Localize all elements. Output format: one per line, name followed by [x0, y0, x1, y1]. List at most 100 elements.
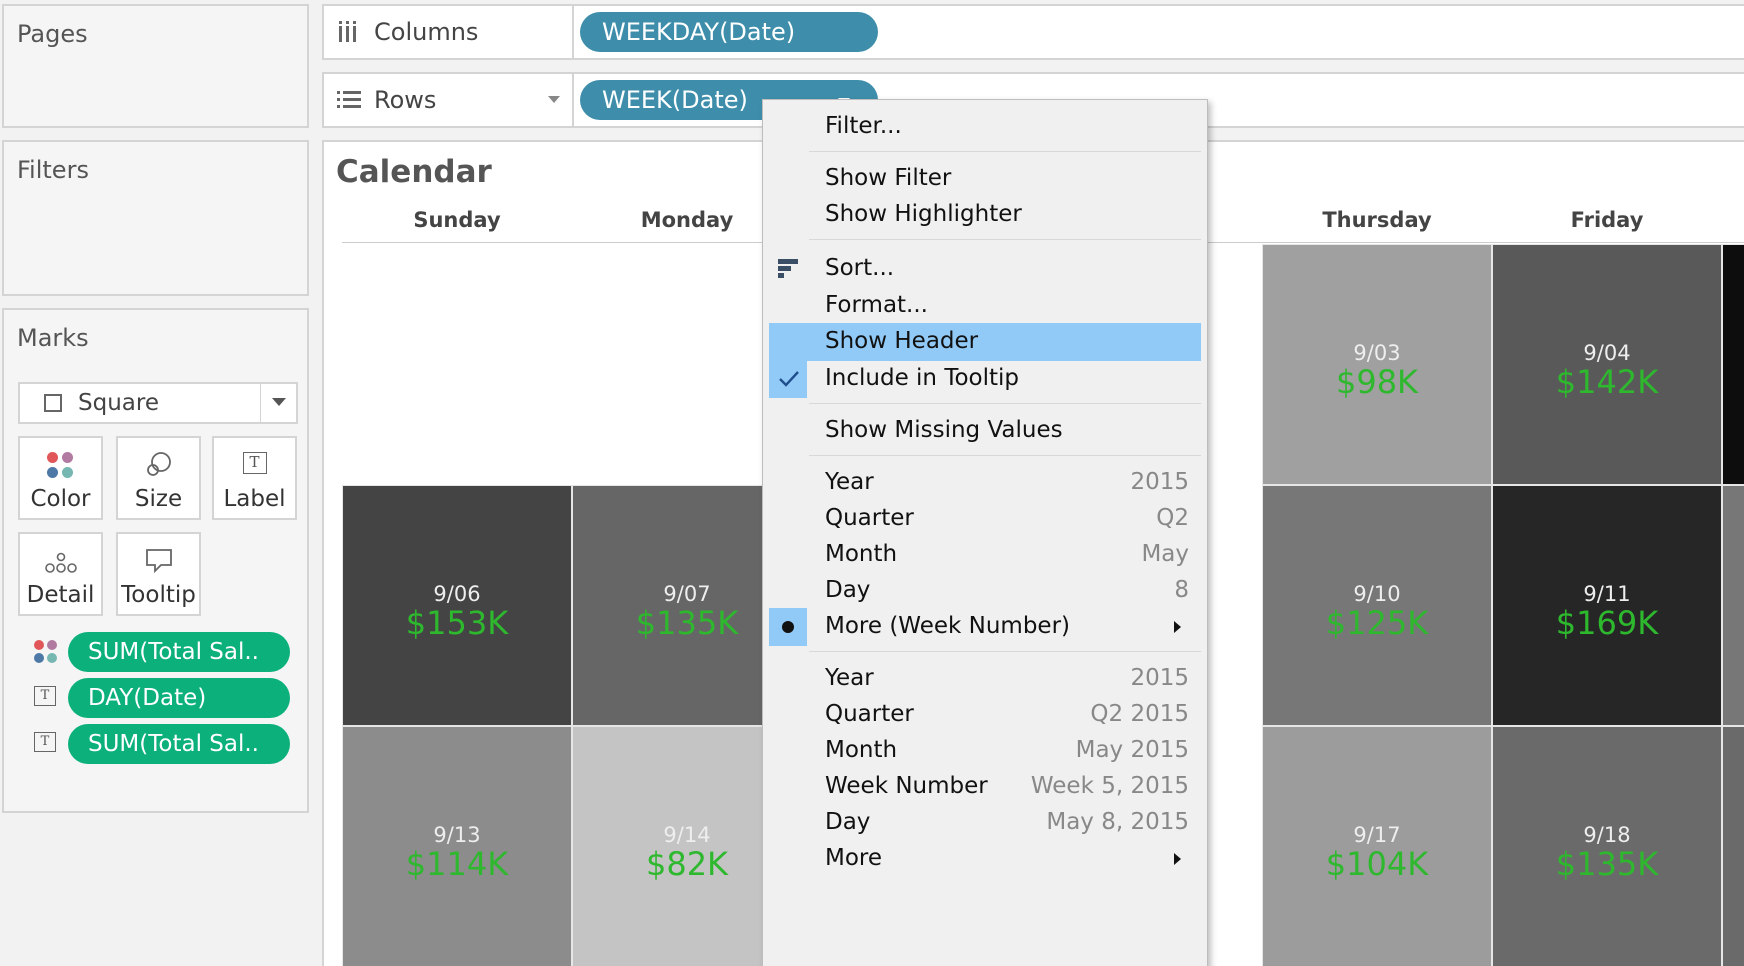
day-header[interactable]: Friday	[1570, 208, 1644, 232]
size-button[interactable]: Size	[116, 436, 201, 520]
rows-icon	[337, 91, 361, 108]
menu-item-example: May 2015	[1075, 737, 1189, 763]
tooltip-button-label: Tooltip	[121, 582, 196, 608]
menu-item-show-filter[interactable]: Show Filter	[769, 160, 1201, 198]
calendar-cell[interactable]	[1722, 244, 1744, 485]
marks-title: Marks	[17, 324, 89, 352]
square-icon	[44, 394, 62, 412]
view-title: Calendar	[336, 154, 492, 190]
columns-shelf[interactable]: Columns WEEKDAY(Date)	[322, 4, 1744, 60]
text-label-icon: T	[34, 732, 56, 752]
menu-item-month-part[interactable]: Month May	[769, 536, 1201, 574]
menu-item-more[interactable]: More	[769, 840, 1201, 878]
day-header[interactable]: Thursday	[1322, 208, 1432, 232]
cell-date: 9/06	[433, 582, 481, 606]
menu-item-month-value[interactable]: Month May 2015	[769, 732, 1201, 770]
menu-separator	[809, 455, 1201, 456]
submenu-arrow-icon	[1174, 853, 1181, 865]
menu-gutter	[769, 360, 807, 398]
marks-pill-color[interactable]: SUM(Total Sal..	[68, 632, 290, 672]
menu-item-quarter-part[interactable]: Quarter Q2	[769, 500, 1201, 538]
rows-pill-label: WEEK(Date)	[602, 86, 748, 114]
marks-pill-label[interactable]: SUM(Total Sal..	[68, 724, 290, 764]
menu-item-label: Year	[825, 469, 874, 495]
calendar-cell[interactable]	[1722, 485, 1744, 726]
marks-pill-row: T DAY(Date)	[26, 678, 296, 718]
submenu-arrow-icon	[1174, 621, 1181, 633]
menu-separator	[809, 151, 1201, 152]
calendar-cell[interactable]: 9/04 $142K	[1492, 244, 1722, 485]
menu-item-day-value[interactable]: Day May 8, 2015	[769, 804, 1201, 842]
cell-value: $169K	[1555, 604, 1659, 642]
calendar-cell[interactable]: 9/10 $125K	[1262, 485, 1492, 726]
calendar-cell[interactable]: 9/03 $98K	[1262, 244, 1492, 485]
detail-icon	[44, 552, 77, 573]
menu-item-more-week-number[interactable]: More (Week Number)	[769, 608, 1201, 646]
mark-type-label: Square	[78, 390, 159, 416]
columns-shelf-label: Columns	[324, 6, 574, 58]
calendar-view: Calendar Sunday Monday Thursday Friday 9…	[322, 140, 1744, 966]
menu-item-show-header[interactable]: Show Header	[769, 323, 1201, 361]
menu-item-year-value[interactable]: Year 2015	[769, 660, 1201, 698]
menu-item-format[interactable]: Format...	[769, 287, 1201, 325]
color-dots-icon	[34, 640, 62, 668]
label-button[interactable]: T Label	[212, 436, 297, 520]
menu-item-sort[interactable]: Sort...	[769, 250, 1201, 288]
menu-item-filter[interactable]: Filter...	[769, 108, 1201, 146]
cell-date: 9/10	[1353, 582, 1401, 606]
menu-item-include-in-tooltip[interactable]: Include in Tooltip	[769, 360, 1201, 398]
chevron-down-icon[interactable]	[260, 384, 296, 422]
calendar-cell[interactable]	[1722, 726, 1744, 966]
menu-item-show-highlighter[interactable]: Show Highlighter	[769, 196, 1201, 234]
menu-item-year-part[interactable]: Year 2015	[769, 464, 1201, 502]
mark-type-dropdown[interactable]: Square	[18, 382, 298, 424]
pages-title: Pages	[17, 20, 88, 48]
menu-item-label: Month	[825, 541, 898, 567]
calendar-cell[interactable]: 9/13 $114K	[342, 726, 572, 966]
cell-value: $82K	[645, 845, 729, 883]
calendar-cell[interactable]: 9/18 $135K	[1492, 726, 1722, 966]
menu-item-quarter-value[interactable]: Quarter Q2 2015	[769, 696, 1201, 734]
color-button[interactable]: Color	[18, 436, 103, 520]
calendar-cell[interactable]: 9/17 $104K	[1262, 726, 1492, 966]
detail-button[interactable]: Detail	[18, 532, 103, 616]
cell-date: 9/07	[663, 582, 711, 606]
menu-item-label: Show Filter	[825, 165, 952, 191]
menu-item-label: Day	[825, 577, 871, 603]
tooltip-button[interactable]: Tooltip	[116, 532, 201, 616]
chevron-down-icon[interactable]	[548, 96, 560, 103]
day-header[interactable]: Sunday	[413, 208, 501, 232]
bullet-icon	[782, 621, 794, 633]
marks-pill-label[interactable]: DAY(Date)	[68, 678, 290, 718]
menu-item-label: Sort...	[825, 255, 895, 281]
menu-item-example: 2015	[1130, 469, 1189, 495]
text-label-icon: T	[34, 686, 56, 706]
menu-item-show-missing-values[interactable]: Show Missing Values	[769, 412, 1201, 450]
menu-item-label: Format...	[825, 292, 928, 318]
menu-item-example: 2015	[1130, 665, 1189, 691]
menu-item-label: Show Missing Values	[825, 417, 1063, 443]
filters-card[interactable]: Filters	[2, 140, 309, 296]
tooltip-icon	[145, 549, 172, 574]
menu-item-example: Q2 2015	[1090, 701, 1189, 727]
marks-pill-row: SUM(Total Sal..	[26, 632, 296, 672]
columns-pill[interactable]: WEEKDAY(Date)	[580, 12, 878, 52]
cell-date: 9/03	[1353, 341, 1401, 365]
calendar-cell[interactable]: 9/11 $169K	[1492, 485, 1722, 726]
menu-item-week-number-value[interactable]: Week Number Week 5, 2015	[769, 768, 1201, 806]
calendar-cell[interactable]: 9/06 $153K	[342, 485, 572, 726]
day-header[interactable]: Monday	[640, 208, 734, 232]
filters-title: Filters	[17, 156, 89, 184]
menu-item-day-part[interactable]: Day 8	[769, 572, 1201, 610]
menu-gutter	[769, 608, 807, 646]
size-icon	[146, 452, 171, 476]
menu-item-label: Show Header	[825, 328, 979, 354]
menu-item-label: Month	[825, 737, 898, 763]
pages-card[interactable]: Pages	[2, 4, 309, 128]
columns-label: Columns	[374, 18, 479, 46]
menu-item-label: Include in Tooltip	[825, 365, 1019, 391]
menu-separator	[809, 403, 1201, 404]
cell-date: 9/04	[1583, 341, 1631, 365]
cell-value: $98K	[1335, 363, 1419, 401]
menu-item-example: May 8, 2015	[1046, 809, 1189, 835]
